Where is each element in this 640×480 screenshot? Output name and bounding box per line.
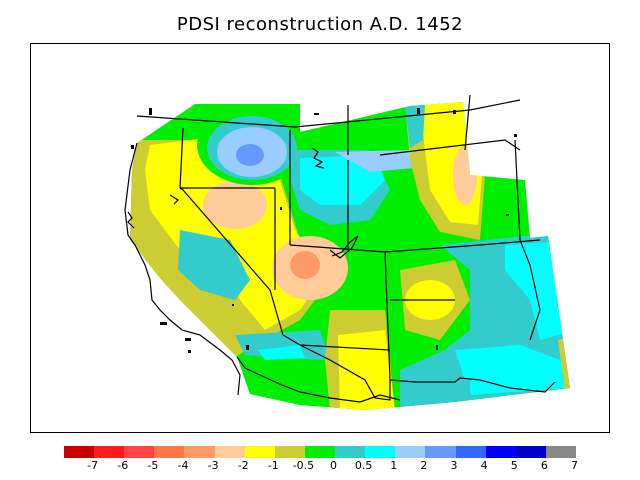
legend-label: 0.5 (354, 459, 373, 472)
border-mexico-nm-tx (389, 377, 556, 393)
lake-6 (506, 214, 509, 216)
legend-label: -1 (267, 459, 279, 472)
lake-north (311, 147, 325, 169)
map-small-features (131, 108, 517, 353)
field-nw-blue (236, 144, 264, 166)
lake-4 (453, 110, 456, 114)
lake-7 (436, 345, 438, 350)
legend-swatch (304, 446, 336, 458)
legend-swatch (425, 446, 457, 458)
legend-swatch (515, 446, 547, 458)
field-s-teal (235, 330, 330, 360)
field-dry-patch-1 (203, 181, 267, 229)
legend-label: -6 (117, 459, 129, 472)
legend-label: 5 (510, 459, 518, 472)
legend-swatch (124, 446, 155, 458)
legend-colorbar (64, 446, 577, 458)
lake-3 (417, 108, 420, 114)
field-se-cyan (455, 345, 570, 395)
border-dakotas (464, 94, 471, 151)
lake-8 (232, 304, 234, 306)
border-ca-nv (179, 187, 284, 336)
border-co-west (384, 251, 391, 381)
legend-label: 6 (540, 459, 548, 472)
legend-swatch (154, 446, 185, 458)
border-co-north (384, 239, 541, 253)
legend-label: 4 (480, 459, 488, 472)
coastline-gulf (236, 356, 361, 403)
legend-label: -0.5 (292, 459, 315, 472)
legend-swatch (214, 446, 246, 458)
island-1 (149, 108, 152, 115)
border-nd-north (469, 99, 521, 111)
border-az-mexico (299, 344, 391, 401)
legend-swatch (365, 446, 396, 458)
great-salt-lake (329, 235, 359, 259)
puget-sound (127, 211, 135, 229)
field-dry-core (290, 251, 320, 279)
legend-label: 3 (450, 459, 458, 472)
pdsi-field (130, 102, 570, 410)
legend-swatch (184, 446, 216, 458)
legend-swatch (244, 446, 276, 458)
border-ks-east (519, 239, 541, 341)
legend-swatch (485, 446, 517, 458)
legend-label: -4 (177, 459, 189, 472)
border-us-canada-east (294, 109, 471, 128)
legend-swatch (455, 446, 487, 458)
border-sonora (359, 394, 401, 403)
legend-label: 1 (390, 459, 398, 472)
island-2 (131, 145, 134, 149)
legend-label: 7 (570, 459, 578, 472)
island-4 (185, 338, 191, 341)
legend-label: -7 (87, 459, 99, 472)
map-boundaries (124, 94, 556, 403)
map-title: PDSI reconstruction A.D. 1452 (176, 14, 464, 35)
inlet-north (169, 194, 179, 205)
island-6 (246, 345, 249, 350)
lake-1 (314, 113, 319, 115)
legend-swatch (64, 446, 95, 458)
field-far-se-teal (400, 380, 470, 405)
legend-label: -2 (237, 459, 249, 472)
legend-swatch (94, 446, 125, 458)
field-s-cyan (258, 345, 305, 360)
border-ut-wy (289, 244, 386, 253)
border-or-ca-north (179, 127, 184, 189)
island-3 (160, 322, 167, 325)
field-sw-teal (178, 230, 250, 300)
legend-label: -5 (147, 459, 159, 472)
lake-2 (280, 207, 282, 210)
legend-swatch (335, 446, 366, 458)
legend-label: 0 (330, 459, 338, 472)
border-us-canada-west (136, 115, 296, 128)
legend-swatch (395, 446, 426, 458)
field-ne-dry (453, 145, 477, 205)
coastline-west (124, 142, 241, 396)
border-ne-east (514, 139, 521, 241)
island-5 (188, 350, 191, 353)
field-north-lightblue (335, 150, 415, 172)
legend-swatch (545, 446, 577, 458)
legend-swatch (274, 446, 306, 458)
legend-label: -3 (207, 459, 219, 472)
lake-5 (514, 134, 517, 137)
legend-label: 2 (420, 459, 428, 472)
